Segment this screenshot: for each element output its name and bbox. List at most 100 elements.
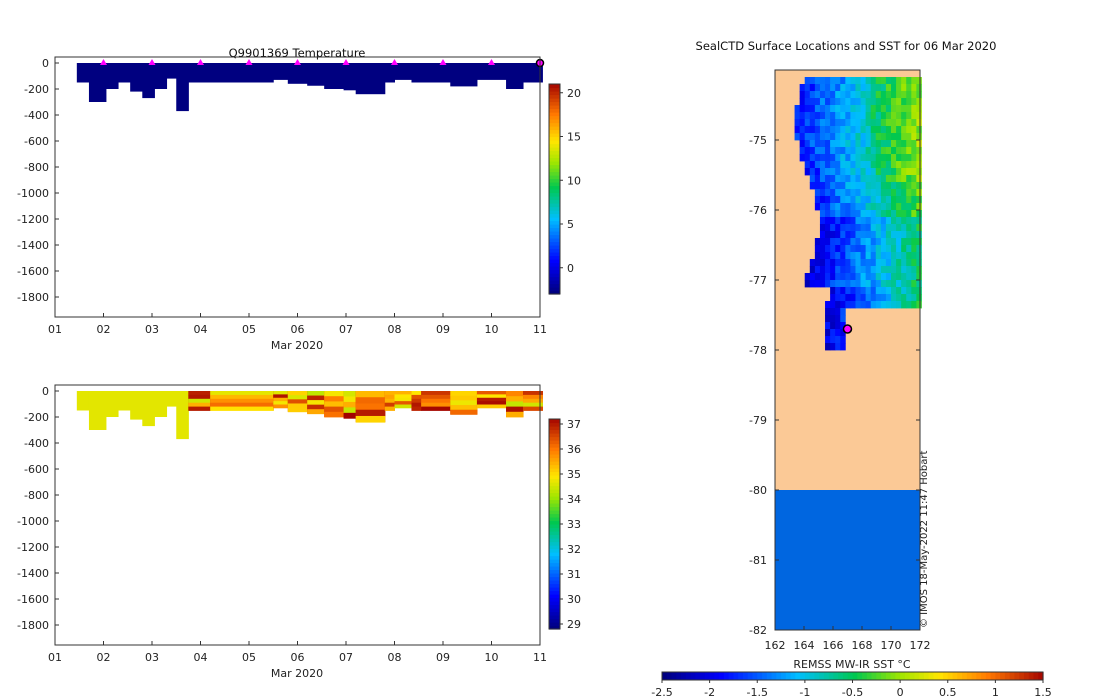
colorbar-segment bbox=[549, 175, 560, 180]
sst-cell bbox=[901, 77, 907, 85]
colorbar-segment bbox=[549, 283, 560, 288]
colorbar-segment bbox=[549, 552, 560, 557]
sst-cell bbox=[911, 133, 917, 141]
sst-cell bbox=[819, 133, 826, 141]
sst-cell bbox=[885, 259, 892, 267]
sst-colorbar-segment bbox=[800, 672, 806, 680]
sst-cell bbox=[850, 224, 856, 232]
x-tick-label: 03 bbox=[145, 651, 159, 664]
sst-cell bbox=[885, 245, 892, 253]
sst-cell bbox=[911, 105, 917, 113]
sst-cell bbox=[855, 301, 861, 309]
salinity-cell bbox=[411, 391, 422, 396]
sst-cell bbox=[875, 280, 882, 288]
salinity-cell bbox=[210, 406, 274, 411]
sst-cell bbox=[901, 238, 907, 246]
y-tick-label: -400 bbox=[24, 109, 49, 122]
salinity-panel: 0 -200 -400 -600 -800 -1000 -1200 -1400 -1600 -18… bbox=[17, 384, 581, 680]
sst-cell bbox=[819, 112, 826, 120]
salinity-cell bbox=[188, 394, 211, 400]
sst-cell bbox=[850, 84, 856, 92]
sst-cell bbox=[885, 280, 892, 288]
y-tick-label: 0 bbox=[42, 385, 49, 398]
sst-cell bbox=[855, 182, 861, 190]
colorbar-segment bbox=[549, 615, 560, 620]
sst-cell bbox=[794, 133, 801, 141]
sst-cell bbox=[891, 161, 897, 169]
sst-cell bbox=[850, 126, 856, 134]
sst-cell bbox=[901, 168, 907, 176]
sst-cell bbox=[870, 301, 877, 309]
sst-colorbar-segment bbox=[742, 672, 749, 680]
sst-cell bbox=[799, 147, 806, 155]
sst-cell bbox=[855, 203, 861, 211]
sst-cell bbox=[814, 168, 821, 176]
temperature-x-ticks: 01 02 03 04 05 06 07 08 09 10 11 bbox=[48, 313, 547, 336]
sst-cell bbox=[911, 175, 917, 183]
sst-cell bbox=[830, 161, 836, 169]
sst-cell bbox=[906, 280, 912, 288]
sst-colorbar-segment bbox=[823, 672, 830, 680]
temperature-cell bbox=[343, 63, 357, 91]
salinity-cell bbox=[411, 402, 422, 407]
sst-cell bbox=[809, 112, 816, 120]
sst-cell bbox=[819, 273, 826, 281]
sst-cell bbox=[840, 133, 846, 141]
sst-cell bbox=[855, 280, 861, 288]
sst-cell bbox=[860, 161, 867, 169]
colorbar-segment bbox=[549, 541, 560, 546]
sst-cell bbox=[875, 126, 882, 134]
sst-cell bbox=[885, 175, 892, 183]
colorbar-tick-label: 35 bbox=[567, 468, 581, 481]
sst-cell bbox=[916, 175, 922, 183]
sst-cell bbox=[896, 182, 902, 190]
sst-colorbar-segment bbox=[895, 672, 901, 680]
sst-cell bbox=[891, 252, 897, 260]
sst-cell bbox=[870, 259, 877, 267]
sst-cell bbox=[835, 315, 841, 323]
sst-cell bbox=[804, 98, 811, 106]
sst-cell bbox=[809, 161, 816, 169]
sst-cell bbox=[819, 147, 826, 155]
sst-cell bbox=[906, 133, 912, 141]
sst-cell bbox=[911, 98, 917, 106]
sst-cell bbox=[845, 294, 851, 302]
sst-colorbar-segment bbox=[966, 672, 973, 680]
sst-cell bbox=[865, 301, 872, 309]
sst-cell bbox=[896, 119, 902, 127]
y-tick-label: -1200 bbox=[17, 541, 49, 554]
sst-cell bbox=[855, 294, 861, 302]
sst-cell bbox=[891, 84, 897, 92]
salinity-cell bbox=[324, 391, 345, 397]
sst-cell bbox=[814, 84, 821, 92]
sst-cell bbox=[891, 182, 897, 190]
sst-cell bbox=[880, 154, 887, 162]
sst-cell bbox=[865, 119, 872, 127]
sst-cell bbox=[885, 168, 892, 176]
sst-cell bbox=[891, 147, 897, 155]
colorbar-segment bbox=[549, 492, 560, 497]
sst-cell bbox=[880, 189, 887, 197]
colorbar-tick-label: 5 bbox=[567, 218, 574, 231]
sst-cell bbox=[916, 266, 922, 274]
map-x-tick-label: 170 bbox=[881, 639, 902, 652]
sst-cell bbox=[896, 133, 902, 141]
sst-cell bbox=[865, 224, 872, 232]
sst-cell bbox=[835, 175, 841, 183]
sst-cell bbox=[896, 168, 902, 176]
sst-cell bbox=[860, 210, 867, 218]
sst-cell bbox=[901, 273, 907, 281]
temperature-cell bbox=[154, 63, 168, 89]
sst-cell bbox=[865, 287, 872, 295]
sst-cell bbox=[880, 203, 887, 211]
sst-cell bbox=[809, 266, 816, 274]
colorbar-segment bbox=[549, 101, 560, 106]
temperature-panel: Q9901369 Temperature 0 -200 -400 -600 -800 -1… bbox=[17, 46, 581, 352]
sst-cell bbox=[906, 301, 912, 309]
sst-cell bbox=[901, 189, 907, 197]
colorbar-segment bbox=[549, 457, 560, 462]
sst-cell bbox=[819, 168, 826, 176]
sst-cell bbox=[885, 140, 892, 148]
sst-cell bbox=[885, 91, 892, 99]
sst-cell bbox=[880, 231, 887, 239]
